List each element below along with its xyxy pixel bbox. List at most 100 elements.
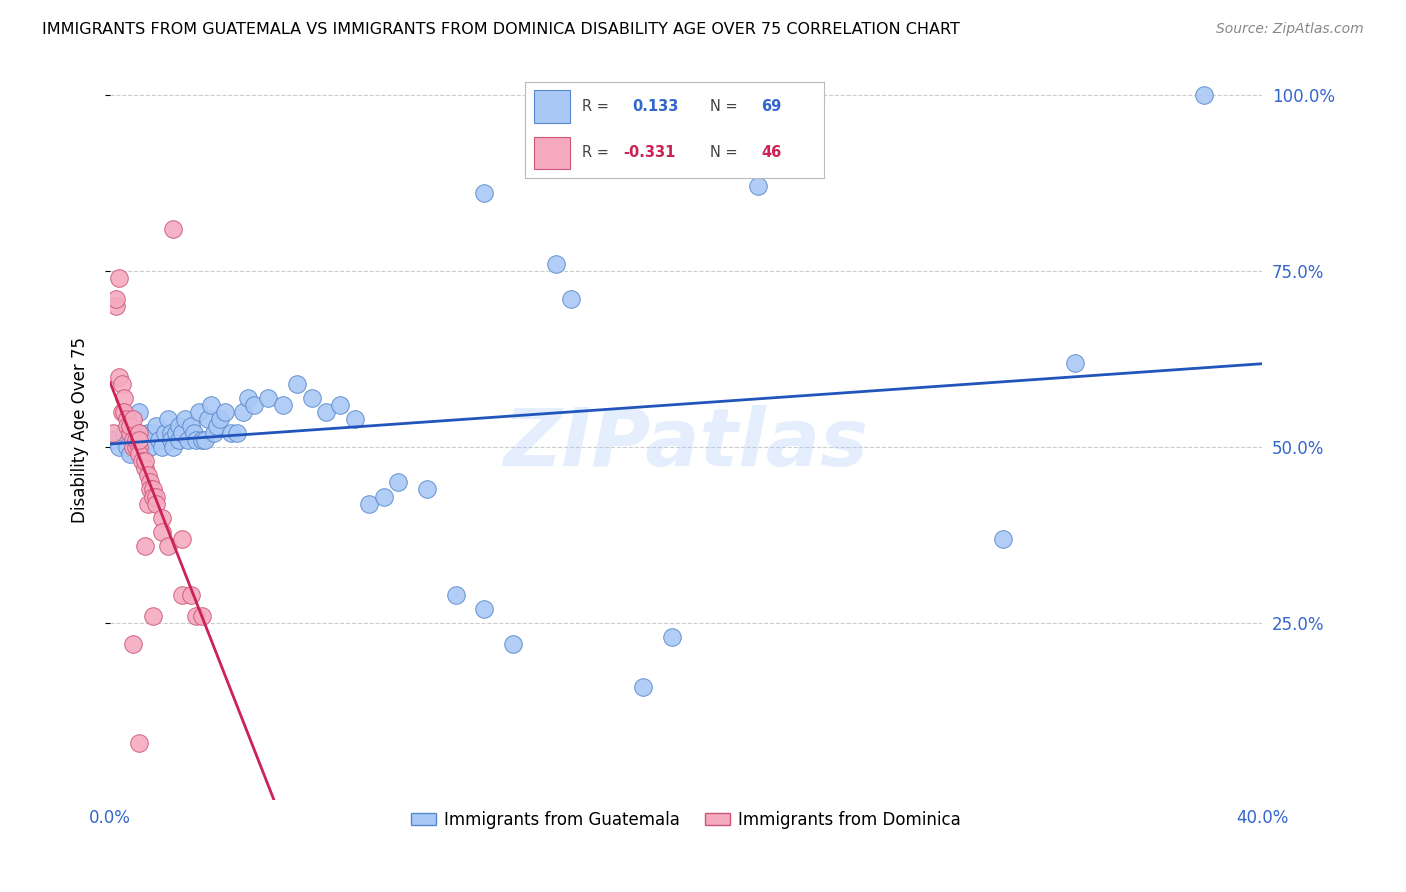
Point — [125, 440, 148, 454]
Point — [205, 419, 228, 434]
Point — [373, 490, 395, 504]
Point — [128, 440, 150, 454]
Point — [159, 426, 181, 441]
Point — [125, 440, 148, 454]
Point — [991, 532, 1014, 546]
Point — [120, 426, 142, 441]
Point — [142, 490, 165, 504]
Point — [208, 412, 231, 426]
Point — [315, 405, 337, 419]
Point — [148, 433, 170, 447]
Point — [136, 468, 159, 483]
Point — [128, 433, 150, 447]
Point — [107, 271, 129, 285]
Point — [136, 426, 159, 441]
Point — [142, 609, 165, 624]
Point — [191, 433, 214, 447]
Point — [150, 440, 173, 454]
Point — [343, 412, 366, 426]
Point — [142, 426, 165, 441]
Point — [257, 391, 280, 405]
Point — [183, 426, 205, 441]
Point — [114, 391, 136, 405]
Point — [153, 426, 176, 441]
Point — [546, 257, 568, 271]
Point — [162, 221, 184, 235]
Point — [174, 412, 197, 426]
Point — [285, 376, 308, 391]
Point — [186, 433, 208, 447]
Point — [188, 405, 211, 419]
Point — [219, 426, 242, 441]
Text: IMMIGRANTS FROM GUATEMALA VS IMMIGRANTS FROM DOMINICA DISABILITY AGE OVER 75 COR: IMMIGRANTS FROM GUATEMALA VS IMMIGRANTS … — [42, 22, 960, 37]
Point — [444, 588, 467, 602]
Point — [197, 412, 219, 426]
Point — [122, 433, 145, 447]
Point — [128, 426, 150, 441]
Point — [131, 440, 153, 454]
Point — [134, 433, 156, 447]
Point — [139, 475, 162, 490]
Point — [150, 510, 173, 524]
Point — [117, 412, 139, 426]
Point — [1194, 87, 1216, 102]
Point — [120, 419, 142, 434]
Point — [110, 405, 132, 419]
Point — [139, 440, 162, 454]
Point — [145, 419, 167, 434]
Point — [128, 736, 150, 750]
Text: ZIPatlas: ZIPatlas — [503, 405, 869, 483]
Point — [122, 433, 145, 447]
Point — [180, 419, 202, 434]
Point — [128, 447, 150, 461]
Point — [170, 588, 193, 602]
Point — [120, 447, 142, 461]
Point — [110, 376, 132, 391]
Point — [271, 398, 294, 412]
Point — [117, 419, 139, 434]
Point — [194, 433, 217, 447]
Point — [474, 186, 496, 201]
Point — [177, 433, 200, 447]
Point — [167, 433, 190, 447]
Point — [202, 426, 225, 441]
Point — [101, 426, 124, 441]
Point — [104, 292, 127, 306]
Point — [661, 631, 683, 645]
Point — [156, 539, 179, 553]
Point — [134, 454, 156, 468]
Point — [122, 440, 145, 454]
Point — [139, 483, 162, 497]
Point — [122, 638, 145, 652]
Point — [114, 426, 136, 441]
Point — [238, 391, 260, 405]
Point — [114, 405, 136, 419]
Point — [180, 588, 202, 602]
Text: Source: ZipAtlas.com: Source: ZipAtlas.com — [1216, 22, 1364, 37]
Point — [128, 405, 150, 419]
Point — [131, 454, 153, 468]
Point — [134, 539, 156, 553]
Point — [387, 475, 409, 490]
Point — [104, 299, 127, 313]
Point — [101, 433, 124, 447]
Point — [329, 398, 352, 412]
Point — [165, 426, 187, 441]
Point — [117, 440, 139, 454]
Point — [225, 426, 247, 441]
Point — [125, 433, 148, 447]
Point — [301, 391, 323, 405]
Point — [145, 497, 167, 511]
Point — [159, 433, 181, 447]
Point — [191, 609, 214, 624]
Point — [1063, 356, 1085, 370]
Point — [128, 426, 150, 441]
Point — [232, 405, 254, 419]
Point — [150, 524, 173, 539]
Point — [107, 440, 129, 454]
Point — [167, 419, 190, 434]
Point — [120, 419, 142, 434]
Point — [243, 398, 266, 412]
Point — [122, 412, 145, 426]
Point — [136, 497, 159, 511]
